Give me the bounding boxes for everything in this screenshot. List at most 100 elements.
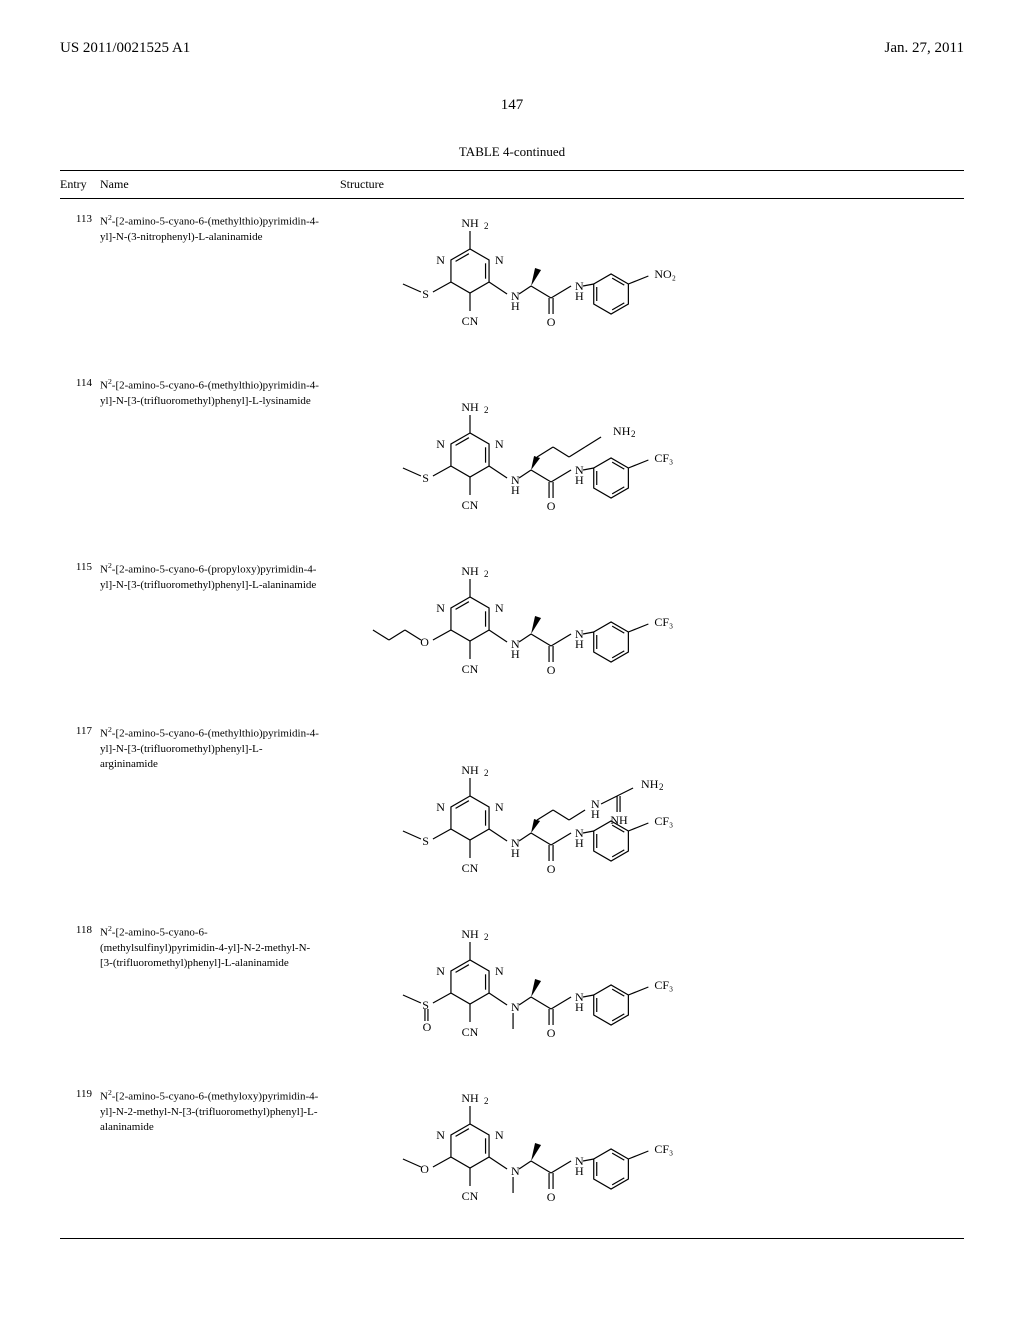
svg-text:NH: NH [461, 216, 479, 230]
svg-text:CF₃: CF₃ [654, 615, 673, 629]
entry-number: 115 [60, 559, 100, 573]
page-number: 147 [60, 97, 964, 114]
svg-text:NH: NH [461, 927, 479, 941]
svg-text:N: N [436, 253, 445, 267]
svg-text:CN: CN [462, 861, 479, 875]
table-title: TABLE 4-continued [60, 144, 964, 160]
svg-text:O: O [547, 499, 556, 513]
publication-number: US 2011/0021525 A1 [60, 40, 190, 57]
svg-text:O: O [420, 635, 429, 649]
svg-text:N: N [495, 253, 504, 267]
svg-text:2: 2 [484, 569, 489, 579]
svg-text:N: N [495, 800, 504, 814]
svg-text:O: O [423, 1020, 432, 1034]
compound-name: N2-[2-amino-5-cyano-6-(methylthio)pyrimi… [100, 211, 320, 245]
svg-text:2: 2 [484, 932, 489, 942]
svg-text:2: 2 [484, 405, 489, 415]
svg-text:CN: CN [462, 498, 479, 512]
svg-text:NH: NH [461, 564, 479, 578]
entry-number: 117 [60, 723, 100, 737]
svg-text:CN: CN [462, 314, 479, 328]
publication-date: Jan. 27, 2011 [885, 40, 964, 57]
svg-text:NH: NH [610, 813, 628, 827]
table-row: 113 N2-[2-amino-5-cyano-6-(methylthio)py… [60, 199, 964, 363]
svg-text:H: H [575, 1164, 584, 1178]
svg-text:N: N [436, 800, 445, 814]
svg-text:N: N [436, 1128, 445, 1142]
svg-text:H: H [575, 289, 584, 303]
svg-text:N: N [495, 964, 504, 978]
chemical-structure: NNNH2CNSONONHCF₃ [320, 922, 964, 1062]
svg-text:H: H [575, 1000, 584, 1014]
entry-number: 114 [60, 375, 100, 389]
compound-table: Entry Name Structure 113 N2-[2-amino-5-c… [60, 170, 964, 1239]
svg-text:2: 2 [484, 768, 489, 778]
entry-number: 113 [60, 211, 100, 225]
svg-text:H: H [511, 483, 520, 497]
col-header-structure: Structure [320, 177, 964, 192]
svg-text:H: H [511, 647, 520, 661]
svg-text:N: N [495, 437, 504, 451]
svg-text:N: N [511, 1000, 520, 1014]
col-header-name: Name [100, 177, 320, 192]
svg-text:H: H [511, 846, 520, 860]
svg-text:O: O [547, 862, 556, 876]
table-row: 114 N2-[2-amino-5-cyano-6-(methylthio)py… [60, 363, 964, 547]
svg-text:NH: NH [613, 424, 631, 438]
compound-name: N2-[2-amino-5-cyano-6-(methylsulfinyl)py… [100, 922, 320, 972]
svg-text:CN: CN [462, 1025, 479, 1039]
compound-name: N2-[2-amino-5-cyano-6-(methyloxy)pyrimid… [100, 1086, 320, 1136]
svg-text:N: N [436, 601, 445, 615]
svg-text:NH: NH [641, 777, 659, 791]
svg-text:N: N [511, 1164, 520, 1178]
table-header-row: Entry Name Structure [60, 171, 964, 199]
svg-text:2: 2 [631, 429, 636, 439]
svg-text:2: 2 [484, 221, 489, 231]
compound-name: N2-[2-amino-5-cyano-6-(methylthio)pyrimi… [100, 723, 320, 773]
col-header-entry: Entry [60, 177, 100, 192]
svg-text:2: 2 [484, 1096, 489, 1106]
svg-text:NO₂: NO₂ [654, 267, 676, 281]
table-row: 118 N2-[2-amino-5-cyano-6-(methylsulfiny… [60, 910, 964, 1074]
svg-text:2: 2 [659, 782, 664, 792]
svg-text:CF₃: CF₃ [654, 1142, 673, 1156]
entry-number: 118 [60, 922, 100, 936]
svg-text:S: S [422, 834, 429, 848]
svg-text:H: H [575, 836, 584, 850]
svg-text:S: S [422, 287, 429, 301]
table-row: 117 N2-[2-amino-5-cyano-6-(methylthio)py… [60, 711, 964, 910]
svg-text:O: O [420, 1162, 429, 1176]
svg-text:O: O [547, 1026, 556, 1040]
svg-text:H: H [575, 473, 584, 487]
svg-text:CN: CN [462, 1189, 479, 1203]
svg-text:NH: NH [461, 763, 479, 777]
svg-text:H: H [591, 807, 600, 821]
chemical-structure: NNNH2CNONHONHCF₃ [320, 559, 964, 699]
chemical-structure: NNNH2CNSNHNH2ONHCF₃ [320, 375, 964, 535]
svg-text:N: N [436, 437, 445, 451]
svg-text:O: O [547, 315, 556, 329]
svg-text:CN: CN [462, 662, 479, 676]
entry-number: 119 [60, 1086, 100, 1100]
svg-text:H: H [511, 299, 520, 313]
svg-text:N: N [436, 964, 445, 978]
compound-name: N2-[2-amino-5-cyano-6-(propyloxy)pyrimid… [100, 559, 320, 593]
svg-text:CF₃: CF₃ [654, 451, 673, 465]
table-row: 115 N2-[2-amino-5-cyano-6-(propyloxy)pyr… [60, 547, 964, 711]
chemical-structure: NNNH2CNONONHCF₃ [320, 1086, 964, 1226]
svg-text:NH: NH [461, 1091, 479, 1105]
svg-text:H: H [575, 637, 584, 651]
svg-text:N: N [495, 601, 504, 615]
svg-text:S: S [422, 471, 429, 485]
chemical-structure: NNNH2CNSNHONHNO₂ [320, 211, 964, 351]
svg-text:O: O [547, 663, 556, 677]
table-row: 119 N2-[2-amino-5-cyano-6-(methyloxy)pyr… [60, 1074, 964, 1238]
svg-text:CF₃: CF₃ [654, 814, 673, 828]
compound-name: N2-[2-amino-5-cyano-6-(methylthio)pyrimi… [100, 375, 320, 409]
svg-text:N: N [495, 1128, 504, 1142]
svg-text:NH: NH [461, 400, 479, 414]
page-header: US 2011/0021525 A1 Jan. 27, 2011 [60, 40, 964, 57]
chemical-structure: NNNH2CNSNHNHNH2NHONHCF₃ [320, 723, 964, 898]
svg-text:CF₃: CF₃ [654, 978, 673, 992]
svg-text:O: O [547, 1190, 556, 1204]
